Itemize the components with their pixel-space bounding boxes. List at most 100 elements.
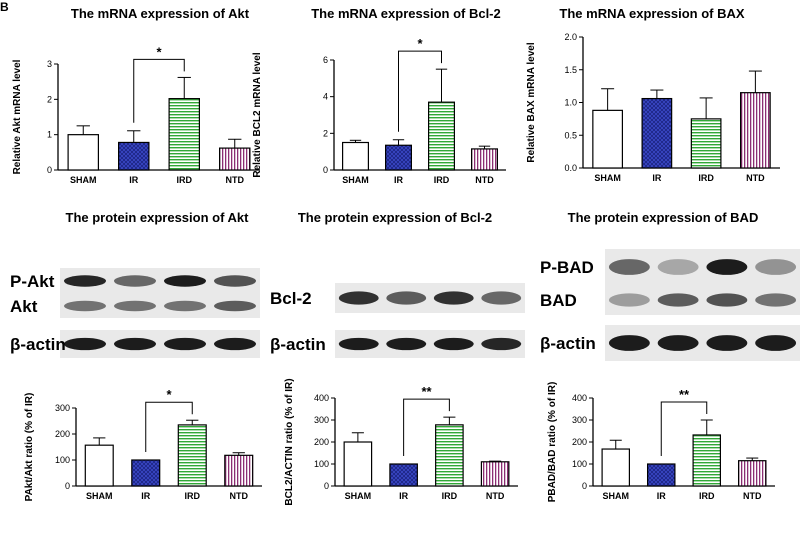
- blot-band: [114, 300, 156, 312]
- bar-ird: [435, 424, 464, 487]
- y-tick-label: 0.0: [564, 163, 577, 173]
- chart-pakt_ratio: The protein expression of Akt 0 100 200 300 P…: [24, 210, 262, 501]
- y-tick-label: 100: [55, 455, 70, 465]
- y-tick-label: 400: [572, 393, 587, 403]
- blot-band: [64, 337, 106, 351]
- y-tick-label: 400: [314, 393, 329, 403]
- bar-ir: [641, 97, 673, 169]
- y-tick-label: 0.5: [564, 130, 577, 140]
- x-tick-label: IR: [129, 175, 139, 185]
- x-tick-label: SHAM: [86, 491, 113, 501]
- significance-bracket: [145, 401, 193, 452]
- blot-band: [481, 291, 522, 305]
- y-tick-label: 2: [323, 128, 328, 138]
- x-tick-label: NTD: [475, 175, 494, 185]
- y-axis-label: Relative Akt mRNA level: [12, 59, 23, 174]
- y-tick-label: 200: [55, 429, 70, 439]
- y-tick-label: 1.5: [564, 65, 577, 75]
- blot-row-label: β-actin: [540, 334, 596, 353]
- blot-band: [164, 300, 206, 312]
- blot-band: [706, 293, 748, 307]
- y-tick-label: 200: [314, 437, 329, 447]
- y-axis-label: PBAD/BAD ratio (% of IR): [547, 382, 558, 503]
- blot-row-label: Akt: [10, 297, 38, 316]
- bar-ird: [428, 101, 456, 171]
- bar-ird: [168, 98, 201, 171]
- bar-ntd: [471, 148, 499, 171]
- significance-label: *: [156, 44, 162, 59]
- blot-row-label: BAD: [540, 291, 577, 310]
- x-tick-label: IRD: [442, 491, 458, 501]
- significance-label: *: [166, 387, 172, 402]
- blot-band: [433, 291, 474, 305]
- blot-row-label: β-actin: [270, 335, 326, 354]
- blot-band: [608, 293, 650, 307]
- y-tick-label: 1: [47, 130, 52, 140]
- chart-title: The mRNA expression of Bcl-2: [311, 6, 501, 21]
- bar-ntd: [739, 92, 771, 169]
- bar-ir: [117, 141, 150, 171]
- blot-row-label: P-Akt: [10, 272, 55, 291]
- x-tick-label: NTD: [226, 175, 245, 185]
- significance-bracket: [660, 401, 708, 456]
- bar-ir: [646, 463, 676, 487]
- x-tick-label: NTD: [230, 491, 249, 501]
- bar-ir: [131, 459, 161, 487]
- x-tick-label: IR: [399, 491, 409, 501]
- y-tick-label: 200: [572, 437, 587, 447]
- bar-sham: [601, 448, 630, 487]
- bar-sham: [343, 441, 373, 487]
- x-tick-label: IRD: [699, 491, 715, 501]
- y-tick-label: 4: [323, 92, 328, 102]
- x-tick-label: IRD: [177, 175, 193, 185]
- bar-ntd: [224, 454, 254, 487]
- panel-letter: B: [0, 0, 9, 14]
- y-tick-label: 300: [55, 403, 70, 413]
- x-tick-label: IRD: [185, 491, 201, 501]
- chart-title: The mRNA expression of BAX: [559, 6, 744, 21]
- bar-sham: [342, 141, 370, 171]
- chart-bcl2_ratio: The protein expression of Bcl-2 0 100 200 30…: [284, 210, 518, 506]
- y-tick-label: 0: [324, 481, 329, 491]
- significance-bracket: [398, 50, 442, 132]
- significance-bracket: [403, 398, 450, 456]
- x-tick-label: IR: [394, 175, 404, 185]
- blot-band: [64, 300, 106, 312]
- blot-band: [433, 337, 474, 351]
- blot-band: [164, 337, 206, 351]
- y-tick-label: 3: [47, 59, 52, 69]
- chart-title: The protein expression of Bcl-2: [298, 210, 492, 225]
- y-tick-label: 100: [314, 459, 329, 469]
- y-tick-label: 0: [65, 481, 70, 491]
- x-tick-label: SHAM: [345, 491, 372, 501]
- y-axis-label: Relative BAX mRNA level: [526, 42, 537, 162]
- y-axis-label: PAkt/Akt ratio (% of IR): [24, 393, 35, 502]
- x-tick-label: NTD: [486, 491, 505, 501]
- chart-bcl2_mrna: The mRNA expression of Bcl-2 0 2 4 6 Relative…: [252, 6, 506, 185]
- y-axis-label: BCL2/ACTIN ratio (% of IR): [284, 378, 295, 505]
- bar-sham: [67, 134, 99, 171]
- blot-band: [706, 335, 748, 351]
- blot-band: [214, 337, 256, 351]
- chart-akt_mrna: The mRNA expression of Akt 0 1 2 3 Relative A…: [12, 6, 260, 185]
- blot-row-label: Bcl-2: [270, 289, 312, 308]
- blot-band: [64, 275, 106, 287]
- blot-band: [608, 335, 650, 351]
- blot-band: [608, 259, 650, 275]
- blot-band: [481, 337, 522, 351]
- x-tick-label: SHAM: [594, 173, 621, 183]
- blot-band: [386, 291, 427, 305]
- significance-label: **: [421, 384, 432, 399]
- y-tick-label: 2: [47, 94, 52, 104]
- y-tick-label: 1.0: [564, 98, 577, 108]
- bar-ird: [177, 424, 207, 487]
- x-tick-label: IR: [652, 173, 662, 183]
- chart-title: The protein expression of BAD: [568, 210, 759, 225]
- blot-band: [755, 259, 797, 275]
- chart-title: The protein expression of Akt: [66, 210, 250, 225]
- y-tick-label: 0: [323, 165, 328, 175]
- significance-bracket: [133, 58, 185, 123]
- chart-pbad_ratio: The protein expression of BAD 0 100 200 300 4…: [547, 210, 775, 502]
- blot-row-label: P-BAD: [540, 258, 594, 277]
- blot-band: [657, 293, 699, 307]
